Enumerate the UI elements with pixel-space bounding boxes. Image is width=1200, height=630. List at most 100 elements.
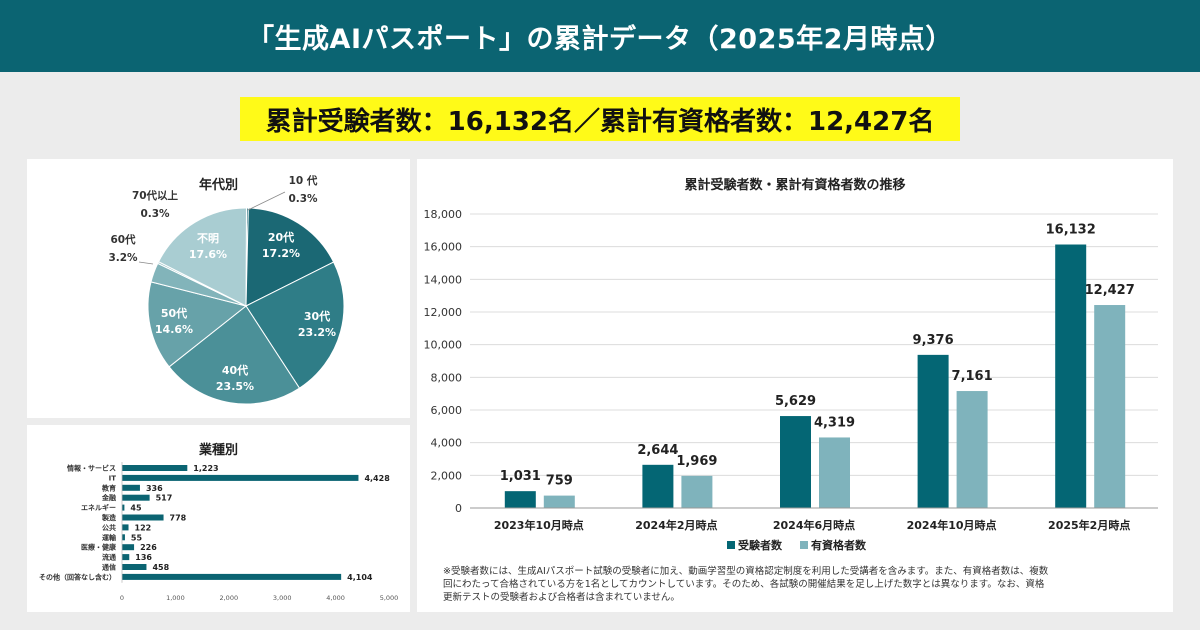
industry-value-label: 778 [170,514,187,523]
industry-value-label: 136 [135,553,152,562]
pie-category-label: 30代 [304,309,330,323]
industry-bar [122,514,164,521]
industry-bar [122,524,129,531]
pie-category-label: 40代 [222,363,248,377]
bar [819,437,850,508]
pie-percent-label: 0.3% [140,208,170,220]
industry-category-label: 公共 [102,523,116,532]
industry-value-label: 517 [156,494,173,503]
footnote-line: 回にわたって合格されている方を1名としてカウントしています。そのため、各試験の開… [443,579,1045,590]
pie-percent-label: 23.5% [216,380,254,393]
bar [780,416,811,508]
trend-bar-chart: 0 2,000 4,000 6,000 8,000 10,000 12,000 14,000 1… [424,208,1158,552]
industry-value-label: 4,428 [364,474,390,483]
pie-slice [245,261,345,389]
industry-category-label: その他（回答なし含む） [39,572,116,581]
bar [917,354,949,508]
x-tick-label: 2024年6月時点 [773,518,855,532]
x-tick-label: 2023年10月時点 [494,518,584,532]
industry-bar [122,494,150,501]
pie-category-label: 10 代 [289,174,318,187]
industry-x-tick-label: 2,000 [219,594,238,602]
industry-bar [122,534,125,541]
bar-value-label: 1,969 [676,454,717,469]
pie-category-label: 50代 [161,306,187,320]
legend-swatch [727,541,735,549]
industry-x-tick-label: 1,000 [166,594,185,602]
y-tick-label: 0 [455,502,462,515]
industry-value-label: 336 [146,484,163,493]
industry-value-label: 1,223 [193,464,218,473]
footnote-line: ※受験者数には、生成AIパスポート試験の受験者に加え、動画学習型の資格認定制度を… [443,566,1049,577]
bar [1055,244,1087,508]
industry-category-label: 教育 [101,483,116,492]
trend-chart-title: 累計受験者数・累計有資格者数の推移 [684,178,906,193]
industry-category-label: 情報・サービス [67,464,116,473]
industry-category-label: IT [109,474,117,482]
industry-value-label: 4,104 [347,573,373,582]
industry-category-label: 医療・健康 [81,543,117,552]
bar [681,475,713,508]
pie-percent-label: 0.3% [288,193,318,205]
age-pie-chart: 10 代 0.3% 20代 17.2% 30代 23.2% 40代 23.5% 50代 14.6%… [108,174,345,405]
pie-leader-line [138,261,154,265]
pie-percent-label: 3.2% [108,252,138,264]
y-tick-label: 10,000 [424,339,463,352]
bar [1094,305,1126,508]
pie-slice [245,207,335,307]
footnote-line: 更新テストの受験者および合格者は含まれていません。 [443,592,680,603]
industry-bar-chart: 情報・サービス 1,223 IT 4,428 教育 336 金融 517 エネルギー 45 製造 77… [39,462,398,602]
industry-category-label: 運輸 [102,533,117,542]
industry-x-tick-label: 3,000 [273,594,292,602]
y-tick-label: 2,000 [431,469,463,482]
pie-category-label: 60代 [110,233,136,246]
bar [956,391,988,508]
y-tick-label: 8,000 [431,371,463,384]
industry-value-label: 55 [131,533,143,542]
legend-label: 有資格者数 [811,538,867,552]
bar-value-label: 12,427 [1085,283,1135,298]
industry-bar [122,554,130,561]
industry-bar [122,465,188,471]
industry-category-label: 金融 [101,493,116,502]
bar-value-label: 16,132 [1046,223,1096,238]
industry-value-label: 122 [135,523,152,532]
industry-category-label: 流通 [102,553,117,562]
industry-chart-title: 業種別 [198,443,238,458]
industry-chart-panel: 業種別 情報・サービス 1,223 IT 4,428 教育 336 金融 517 エネルギー 45… [27,425,410,612]
page-header: 「生成AIパスポート」の累計データ（2025年2月時点） [0,0,1200,72]
footnote: ※受験者数には、生成AIパスポート試験の受験者に加え、動画学習型の資格認定制度を… [443,565,1048,604]
bar [504,491,536,508]
industry-value-label: 45 [130,504,142,513]
industry-x-tick-label: 4,000 [326,594,345,602]
bar [543,495,575,508]
legend-swatch [800,541,808,549]
industry-bar [122,573,342,580]
y-tick-label: 16,000 [424,241,463,254]
industry-value-label: 226 [140,543,157,552]
y-tick-label: 4,000 [431,437,463,450]
pie-category-label: 70代以上 [132,189,179,202]
pie-slice [147,281,248,368]
x-tick-label: 2024年10月時点 [907,518,997,532]
industry-bar [122,564,147,570]
industry-bar [122,544,135,551]
y-tick-label: 6,000 [431,404,463,417]
age-chart-panel: 年代別 10 代 0.3% 20代 17.2% 30代 23.2% 40代 23.5% 50代 1… [27,159,410,418]
summary-text: 累計受験者数：16,132名／累計有資格者数：12,427名 [265,106,935,137]
pie-slice [168,305,301,405]
bar-value-label: 1,031 [500,469,541,484]
x-tick-label: 2025年2月時点 [1048,518,1130,532]
pie-leader-line [247,191,286,211]
industry-value-label: 458 [152,563,169,572]
industry-category-label: エネルギー [81,503,116,512]
pie-slice [157,207,247,307]
bar-value-label: 7,161 [952,369,993,384]
age-chart-title: 年代別 [198,178,238,193]
industry-bar [122,504,125,511]
pie-percent-label: 17.2% [262,247,300,260]
pie-category-label: 不明 [197,232,219,245]
trend-chart-panel: 累計受験者数・累計有資格者数の推移 0 2,000 4,000 6,000 8,000 1… [417,159,1173,612]
industry-category-label: 製造 [101,513,117,522]
page-title: 「生成AIパスポート」の累計データ（2025年2月時点） [247,23,953,55]
